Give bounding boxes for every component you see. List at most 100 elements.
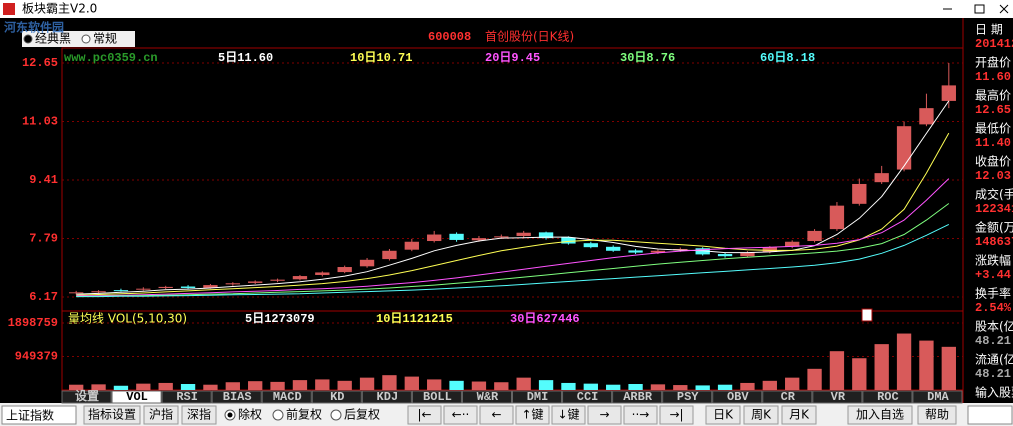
info-label: 最高价: [975, 88, 1011, 103]
indicator-tab[interactable]: [912, 390, 963, 404]
candle-body: [606, 246, 621, 251]
button[interactable]: [515, 405, 550, 425]
indicator-tab[interactable]: [862, 390, 913, 404]
indicator-tab[interactable]: [512, 390, 563, 404]
indicator-tab-label[interactable]: DMA: [927, 390, 949, 404]
candle-body: [248, 281, 263, 283]
volume-bar: [404, 376, 419, 390]
style-option[interactable]: 经典黑: [35, 32, 71, 46]
button[interactable]: [781, 405, 817, 425]
style-radio[interactable]: [81, 34, 91, 44]
volume-bar: [471, 381, 487, 390]
indicator-tab-label[interactable]: CR: [781, 390, 796, 404]
indicator-tab-label[interactable]: RSI: [176, 390, 198, 404]
button[interactable]: [917, 405, 957, 425]
button[interactable]: [407, 405, 442, 425]
radio-label[interactable]: 后复权: [344, 408, 380, 422]
button[interactable]: [479, 405, 514, 425]
button[interactable]: [623, 405, 658, 425]
info-label: 输入股票: [975, 385, 1013, 400]
indicator-tab-label[interactable]: DMI: [527, 390, 549, 404]
indicator-tab[interactable]: [411, 390, 462, 404]
style-option[interactable]: 常规: [93, 31, 117, 46]
candle-body: [717, 254, 733, 257]
button[interactable]: [181, 405, 217, 425]
indicator-tab[interactable]: [762, 390, 813, 404]
info-label: 成交(手: [975, 187, 1013, 202]
button[interactable]: [83, 405, 141, 425]
radio[interactable]: [330, 409, 342, 421]
button-label[interactable]: 沪指: [149, 407, 173, 422]
button[interactable]: [847, 405, 913, 425]
indicator-tab-label[interactable]: W&R: [477, 390, 499, 404]
indicator-tab-label[interactable]: VOL: [126, 390, 148, 404]
indicator-tab[interactable]: [111, 390, 162, 404]
indicator-tab-label[interactable]: VR: [831, 390, 846, 404]
indicator-tab-label[interactable]: CCI: [577, 390, 599, 404]
style-radio[interactable]: [23, 34, 33, 44]
indicator-tab-label[interactable]: 设置: [75, 388, 99, 404]
button-label[interactable]: 加入自选: [856, 408, 904, 422]
indicator-tab[interactable]: [211, 390, 262, 404]
indicator-tab-label[interactable]: OBV: [727, 390, 749, 404]
index-field-text[interactable]: 上证指数: [6, 408, 54, 423]
indicator-tab[interactable]: [161, 390, 212, 404]
maximize-button[interactable]: [974, 4, 985, 14]
indicator-tab[interactable]: [562, 390, 613, 404]
button-label[interactable]: ←: [491, 408, 501, 422]
ma-value: 8.76: [646, 51, 675, 65]
indicator-tab-label[interactable]: KDJ: [377, 390, 399, 404]
button[interactable]: [659, 405, 694, 425]
button-label[interactable]: 深指: [187, 407, 211, 422]
button[interactable]: [551, 405, 586, 425]
button-label[interactable]: ←··: [452, 408, 470, 422]
candle-body: [941, 85, 956, 101]
button[interactable]: [443, 405, 478, 425]
indicator-tab[interactable]: [612, 390, 663, 404]
indicator-tab[interactable]: [812, 390, 863, 404]
radio[interactable]: [272, 409, 284, 421]
volume-bar: [583, 383, 598, 390]
indicator-tab[interactable]: [712, 390, 763, 404]
indicator-tab-label[interactable]: KD: [330, 390, 344, 404]
scroll-marker[interactable]: [861, 308, 873, 322]
radio-label[interactable]: 除权: [238, 407, 262, 422]
indicator-tab-label[interactable]: PSY: [677, 390, 699, 404]
indicator-tab[interactable]: [662, 390, 713, 404]
index-field[interactable]: [1, 405, 77, 425]
indicator-tab[interactable]: [261, 390, 312, 404]
button[interactable]: [587, 405, 622, 425]
stock-input[interactable]: [967, 405, 1013, 425]
indicator-tab-label[interactable]: MACD: [273, 390, 302, 404]
button-label[interactable]: ··→: [632, 408, 650, 422]
button-label[interactable]: →|: [669, 408, 683, 422]
button-label[interactable]: 日K: [713, 408, 734, 422]
button-label[interactable]: 周K: [751, 408, 772, 422]
button-label[interactable]: 指标设置: [88, 407, 136, 422]
y-tick-label: 6.17: [29, 290, 58, 304]
button[interactable]: [143, 405, 179, 425]
candle-body: [896, 126, 912, 170]
indicator-tab-label[interactable]: ROC: [877, 390, 899, 404]
indicator-tab[interactable]: [61, 390, 112, 404]
indicator-tab-label[interactable]: BOLL: [423, 390, 452, 404]
indicator-tab[interactable]: [361, 390, 412, 404]
button[interactable]: [743, 405, 779, 425]
button-label[interactable]: 月K: [789, 408, 810, 422]
button-label[interactable]: |←: [417, 408, 431, 422]
indicator-tab-label[interactable]: BIAS: [223, 390, 252, 404]
indicator-tab[interactable]: [311, 390, 362, 404]
button-label[interactable]: 帮助: [925, 408, 949, 422]
close-button[interactable]: [999, 4, 1009, 14]
indicator-tab[interactable]: [461, 390, 513, 404]
button[interactable]: [705, 405, 741, 425]
ma-name: 10日: [350, 50, 376, 65]
radio-label[interactable]: 前复权: [286, 407, 322, 422]
button-label[interactable]: →: [599, 408, 609, 422]
indicator-tab-label[interactable]: ARBR: [623, 390, 653, 404]
candle-body: [516, 232, 531, 236]
volume-bar: [606, 384, 621, 390]
button-label[interactable]: ↑键: [521, 408, 543, 422]
volume-bar: [136, 383, 151, 390]
button-label[interactable]: ↓键: [557, 408, 579, 422]
